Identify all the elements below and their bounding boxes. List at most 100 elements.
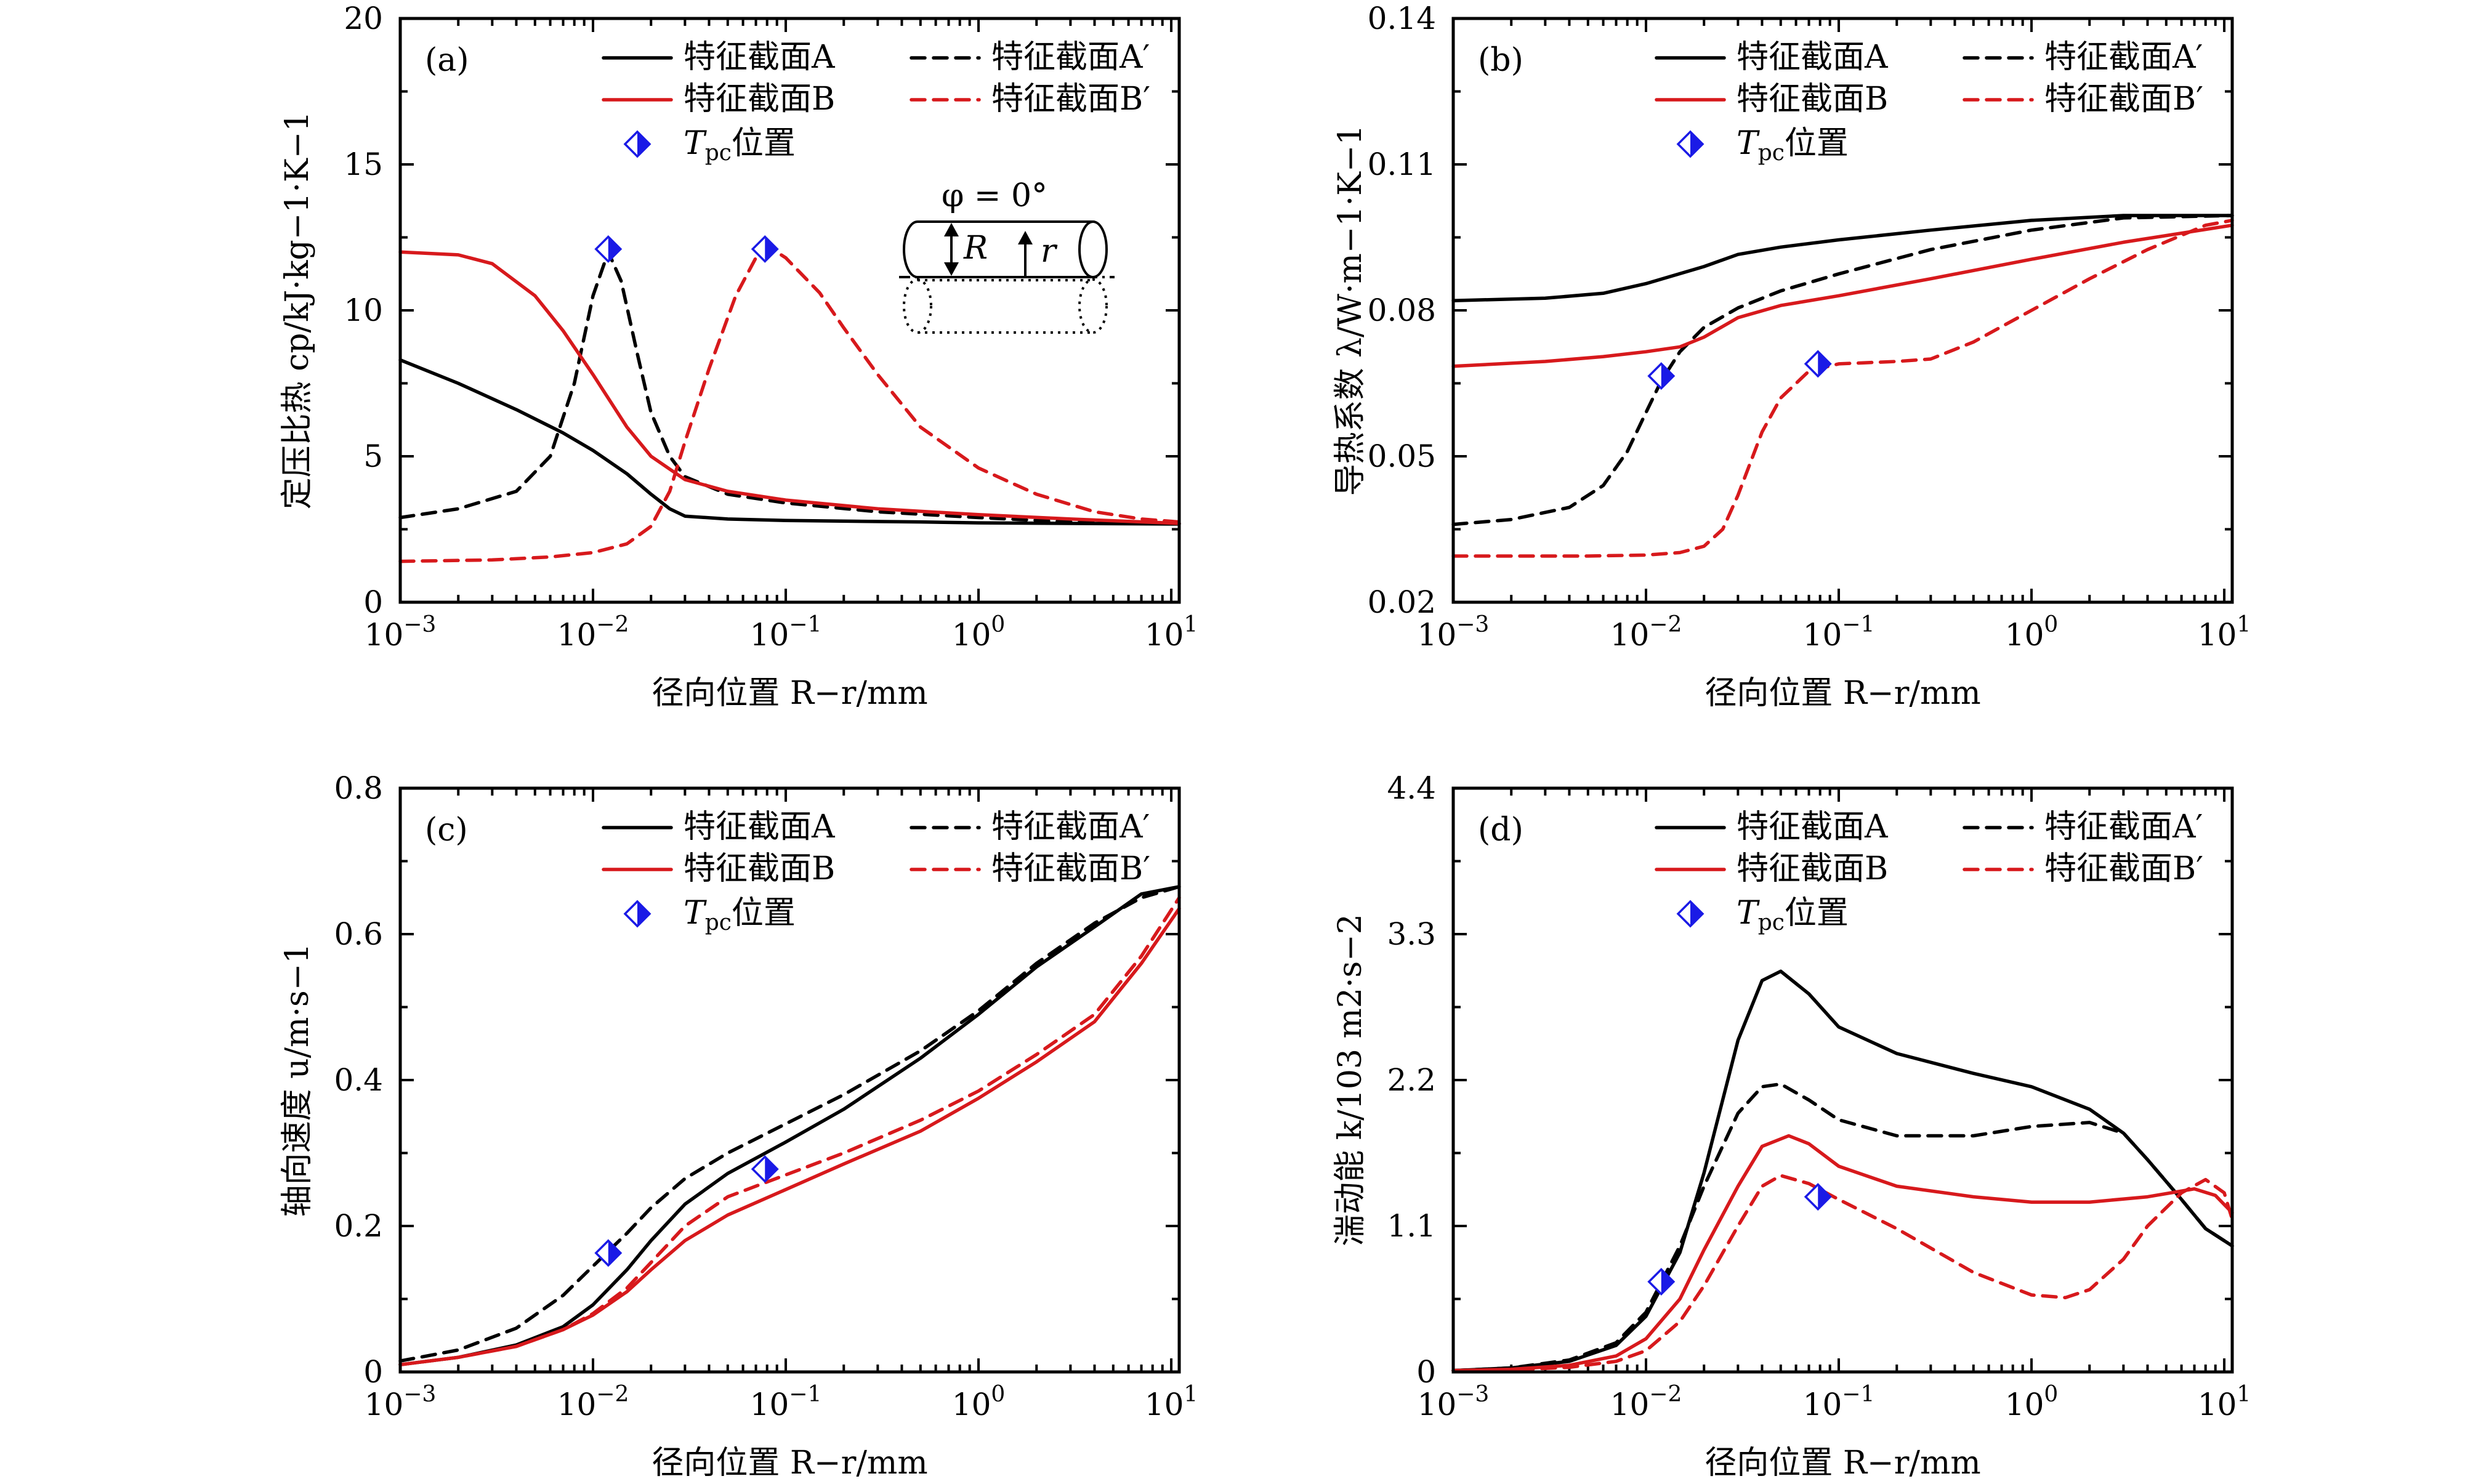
legend-label-a-prime: 特征截面A′ [991, 809, 1150, 845]
series-line-b [1451, 1134, 2234, 1373]
inset-pipe-bottom-right-end [1078, 278, 1108, 334]
legend-label-b-prime: 特征截面B′ [2044, 850, 2203, 887]
tpc-marker [1804, 350, 1832, 378]
y-tick-label: 0.08 [1368, 292, 1436, 328]
x-tick-label: 10−2 [557, 1382, 629, 1422]
marker-fill [1818, 1184, 1831, 1209]
x-tick-label: 101 [2198, 1382, 2251, 1422]
series-line-b-prime [398, 247, 1181, 563]
marker-fill [608, 1240, 621, 1265]
series-line-b [1451, 224, 2234, 368]
x-tick-label: 10−2 [1610, 1382, 1682, 1422]
tpc-marker [1647, 1268, 1676, 1296]
tpc-marker [594, 1239, 623, 1267]
series-line-a [398, 885, 1181, 1366]
y-axis-label: 湍动能 k/103 m2·s−2 [1332, 914, 1369, 1246]
y-tick-label: 0 [1416, 1354, 1436, 1390]
inset-pipe-top-outline [918, 220, 1093, 278]
x-tick-label: 100 [2005, 1382, 2059, 1422]
tpc-marker [1804, 1183, 1832, 1211]
series-line-b-prime [1451, 1174, 2234, 1373]
series-line-b-prime [398, 896, 1181, 1366]
x-axis-label: 径向位置 R−r/mm [652, 1445, 927, 1482]
x-tick-label: 10−1 [750, 612, 822, 653]
y-axis-label: 轴向速度 u/m·s−1 [279, 943, 316, 1217]
marker-fill [637, 132, 650, 156]
legend-swatch-tpc [1676, 900, 1704, 928]
y-tick-label: 0 [363, 1354, 383, 1390]
y-tick-label: 0.11 [1368, 147, 1436, 182]
x-axis-label: 径向位置 R−r/mm [1704, 675, 1980, 712]
y-tick-label: 0 [363, 584, 383, 620]
inset-r-arrow-head-up [944, 223, 959, 236]
series-line-a [1451, 969, 2234, 1373]
marker-fill [1690, 132, 1703, 156]
tpc-marker [751, 1155, 779, 1184]
panel-label: (a) [425, 42, 469, 79]
legend-label-b-prime: 特征截面B′ [991, 850, 1150, 887]
y-tick-label: 2.2 [1387, 1062, 1436, 1098]
plot-frame [398, 17, 1181, 604]
series-line-a-prime [1451, 214, 2234, 526]
x-tick-label: 10−1 [750, 1382, 822, 1422]
series-line-a-prime [398, 250, 1181, 525]
legend-label-tpc: Tpc位置 [684, 895, 796, 935]
y-tick-label: 0.14 [1368, 1, 1436, 36]
panel-label: (b) [1478, 42, 1523, 79]
y-axis-label: 导热系数 λ/W·m−1·K−1 [1332, 125, 1369, 496]
y-tick-label: 0.4 [334, 1062, 383, 1098]
inset-pipe-top-right-end [1078, 220, 1108, 278]
panel-label: (d) [1478, 812, 1523, 849]
panel-d: 10−3 10−2 10−1 100 101 0 1.1 2.2 3.3 4.4 (d) 特征截面A 特… [1332, 770, 2251, 1482]
inset-phi-label: φ = 0° [942, 177, 1047, 214]
y-tick-label: 3.3 [1387, 916, 1436, 952]
legend-swatch-tpc [623, 900, 652, 928]
legend-label-a: 特征截面A [1737, 809, 1889, 845]
panel-label: (c) [425, 812, 468, 849]
x-tick-label: 101 [1145, 612, 1198, 653]
x-tick-label: 101 [2198, 612, 2251, 653]
legend-label-b: 特征截面B [684, 850, 835, 887]
inset-pipe-bottom-left-end [903, 278, 932, 334]
x-axis-label: 径向位置 R−r/mm [652, 675, 927, 712]
series-line-b [398, 906, 1181, 1366]
marker-fill [765, 1156, 778, 1182]
marker-fill [608, 236, 621, 262]
marker-fill [1818, 351, 1831, 376]
inset-R-label: R [963, 230, 988, 267]
x-tick-label: 100 [2005, 612, 2059, 653]
series-line-b [398, 250, 1181, 525]
series-line-a [1451, 214, 2234, 302]
inset-pipe-top-left-end [903, 220, 918, 278]
x-tick-label: 10−3 [365, 612, 437, 653]
legend-label-a-prime: 特征截面A′ [991, 39, 1150, 76]
y-tick-label: 0.02 [1368, 584, 1436, 620]
plot-frame [1451, 17, 2234, 604]
y-axis-label: 定压比热 cp/kJ·kg−1·K−1 [279, 111, 316, 510]
x-tick-label: 10−3 [1418, 612, 1490, 653]
marker-fill [637, 901, 650, 926]
legend-label-a: 特征截面A [684, 809, 836, 845]
y-tick-label: 5 [363, 438, 383, 474]
legend-swatch-tpc [623, 130, 652, 158]
legend-label-a-prime: 特征截面A′ [2044, 809, 2203, 845]
legend-label-a-prime: 特征截面A′ [2044, 39, 2203, 76]
plot-frame [398, 786, 1181, 1374]
legend-label-tpc: Tpc位置 [1737, 125, 1849, 166]
marker-fill [765, 236, 778, 262]
panel-c: 10−3 10−2 10−1 100 101 0 0.2 0.4 0.6 0.8 (c) 特征截面A 特… [279, 770, 1198, 1482]
y-tick-label: 0.8 [334, 770, 383, 806]
y-tick-label: 15 [344, 147, 383, 182]
pipe-inset: φ = 0° R r [899, 177, 1115, 334]
legend-label-b: 特征截面B [1737, 850, 1888, 887]
legend-label-b: 特征截面B [1737, 81, 1888, 118]
legend-swatch-tpc [1676, 130, 1704, 158]
plot-frame [1451, 786, 2234, 1374]
marker-fill [1661, 363, 1674, 389]
inset-pipe-bottom-outline [918, 279, 1093, 334]
x-tick-label: 100 [952, 612, 1006, 653]
inset-small-r-arrow-head [1018, 231, 1033, 244]
y-tick-label: 0.2 [334, 1208, 383, 1244]
y-tick-label: 4.4 [1387, 770, 1436, 806]
x-axis-label: 径向位置 R−r/mm [1704, 1445, 1980, 1482]
